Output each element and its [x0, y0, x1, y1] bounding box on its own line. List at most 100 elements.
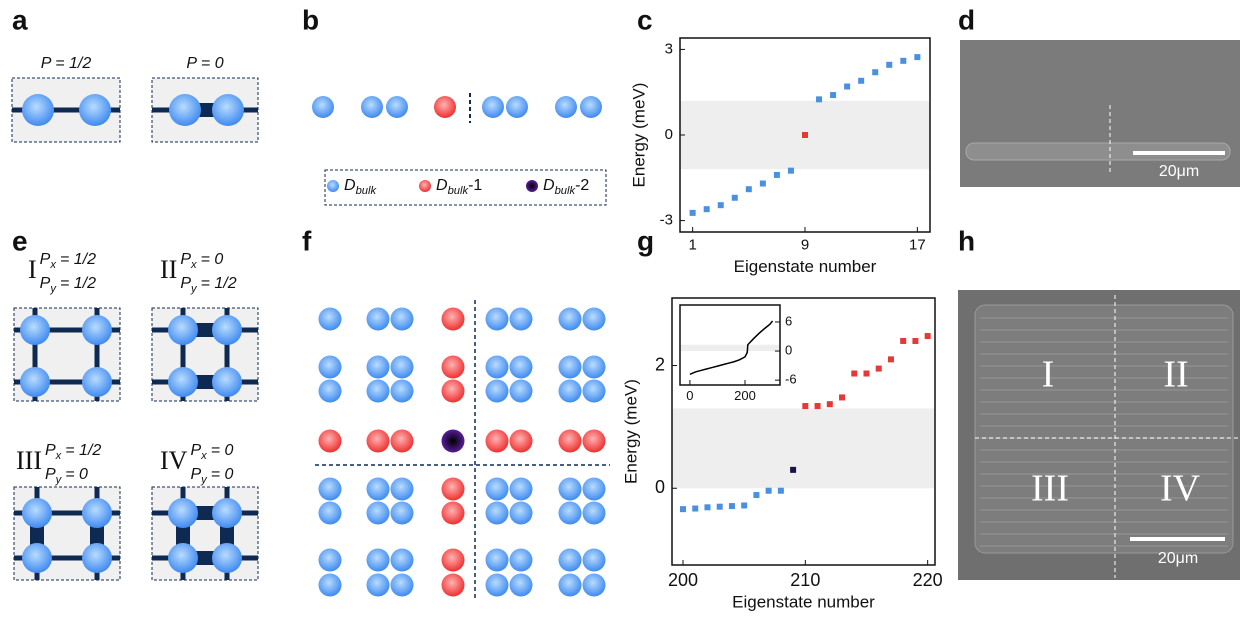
- symbol: D: [344, 177, 356, 194]
- site: [20, 315, 50, 345]
- site: [318, 429, 342, 453]
- data-point: [816, 96, 823, 103]
- px-label: Px = 0: [180, 251, 223, 271]
- y-tick-label: 0: [785, 342, 792, 357]
- legend-label: Dbulk: [344, 177, 377, 197]
- site: [582, 355, 606, 379]
- roman-numeral: IV: [160, 446, 188, 475]
- py-label: Py = 0: [45, 466, 88, 486]
- data-point: [716, 503, 723, 510]
- site: [509, 477, 533, 501]
- site: [318, 573, 342, 597]
- data-point: [787, 167, 794, 174]
- site: [82, 543, 112, 573]
- roman-numeral: III: [16, 446, 42, 475]
- site: [441, 501, 465, 525]
- legend-label: Dbulk-2: [543, 177, 589, 197]
- data-line: [689, 320, 774, 376]
- data-point: [844, 83, 851, 90]
- data-point: [692, 505, 699, 512]
- site: [318, 379, 342, 403]
- site: [485, 307, 509, 331]
- gap-band: [680, 344, 780, 352]
- site: [441, 477, 465, 501]
- suffix: -1: [468, 177, 482, 194]
- x-tick-label: 200: [734, 388, 756, 403]
- data-point: [858, 77, 865, 84]
- subscript: x: [49, 259, 56, 271]
- y-tick-label: -6: [785, 372, 797, 387]
- px-value: = 0: [201, 251, 224, 268]
- suffix: -2: [575, 177, 589, 194]
- axes-frame: [671, 297, 936, 566]
- site: [441, 548, 465, 572]
- site: [366, 379, 390, 403]
- data-point: [914, 54, 921, 61]
- subscript: bulk: [555, 185, 577, 197]
- subscript: y: [190, 283, 198, 295]
- site: [582, 548, 606, 572]
- site: [441, 429, 465, 453]
- py-value: = 0: [65, 466, 88, 483]
- data-point: [802, 403, 809, 410]
- data-point: [704, 504, 711, 511]
- site: [441, 379, 465, 403]
- site: [582, 307, 606, 331]
- site: [169, 94, 201, 126]
- symbol: P: [190, 466, 201, 483]
- y-tick-label: 6: [785, 313, 792, 328]
- data-point: [731, 194, 738, 201]
- subscript: y: [49, 283, 57, 295]
- subscript: x: [200, 450, 207, 462]
- x-tick-label: 17: [909, 236, 926, 253]
- py-label: Py = 1/2: [40, 275, 96, 295]
- px-label: Px = 0: [190, 442, 233, 462]
- site: [558, 307, 582, 331]
- data-point: [790, 466, 797, 473]
- site: [366, 477, 390, 501]
- py-value: = 1/2: [60, 275, 96, 292]
- y-tick-label: 0: [655, 477, 665, 497]
- x-axis-label: Eigenstate number: [732, 593, 875, 612]
- site: [441, 573, 465, 597]
- x-tick-label: 220: [913, 570, 943, 590]
- symbol: D: [543, 177, 555, 194]
- polarization-label: P = 1/2: [41, 55, 92, 72]
- x-tick-label: 0: [686, 388, 693, 403]
- roman-numeral: II: [160, 255, 177, 284]
- sem-image: [960, 40, 1240, 187]
- data-point: [765, 487, 772, 494]
- site: [168, 498, 198, 528]
- site: [506, 96, 528, 118]
- data-point: [680, 506, 687, 513]
- site: [582, 429, 606, 453]
- scale-bar-label: 20μm: [1158, 550, 1198, 567]
- site: [485, 573, 509, 597]
- site: [485, 477, 509, 501]
- site: [312, 96, 334, 118]
- site: [582, 477, 606, 501]
- symbol: P: [180, 275, 191, 292]
- data-point: [924, 333, 931, 340]
- site: [168, 315, 198, 345]
- data-point: [900, 337, 907, 344]
- site: [434, 96, 456, 118]
- data-point: [830, 92, 837, 99]
- subscript: y: [200, 474, 208, 486]
- site: [482, 96, 504, 118]
- symbol: P: [40, 251, 51, 268]
- site: [318, 477, 342, 501]
- site: [386, 96, 408, 118]
- subscript: x: [55, 450, 62, 462]
- site: [558, 501, 582, 525]
- data-point: [851, 370, 858, 377]
- site: [318, 501, 342, 525]
- panel-label: c: [637, 4, 653, 35]
- data-point: [773, 171, 780, 178]
- data-point: [912, 337, 919, 344]
- site: [366, 355, 390, 379]
- x-tick-label: 210: [790, 570, 820, 590]
- legend-swatch: [526, 180, 538, 192]
- site: [22, 498, 52, 528]
- site: [558, 477, 582, 501]
